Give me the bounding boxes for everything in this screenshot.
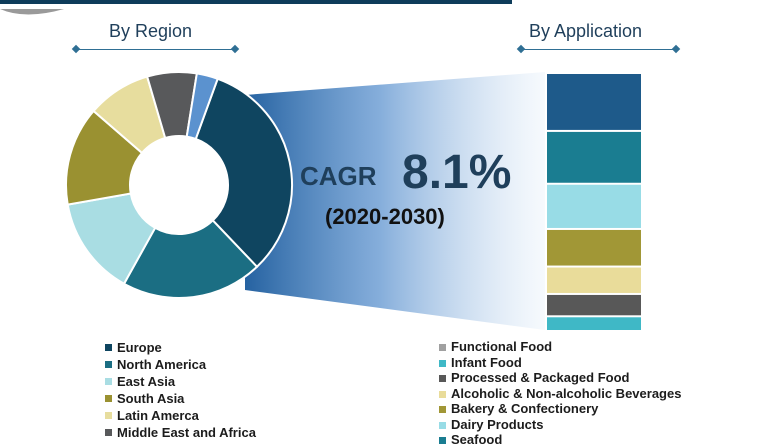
legend-swatch: [439, 437, 446, 444]
bar-segment-functional-food: [547, 317, 641, 330]
legend-swatch: [105, 429, 112, 436]
legend-swatch: [105, 361, 112, 368]
donut-slice-north-america: [122, 219, 259, 299]
legend-label: Infant Food: [451, 354, 522, 370]
legend-swatch: [105, 395, 112, 402]
top-banner-curve: [0, 9, 64, 15]
bar-segment-dairy-products: [547, 131, 641, 183]
legend-label: Bakery & Confectionery: [451, 401, 599, 416]
bar-segment-bakery-confectionery: [547, 184, 641, 228]
legend-label: Europe: [117, 340, 162, 355]
legend-swatch: [439, 359, 446, 367]
header-by-region: By Region: [109, 21, 193, 41]
legend-swatch: [439, 421, 446, 429]
legend-label: South Asia: [117, 391, 185, 406]
legend-label: Dairy Products: [451, 416, 544, 432]
header-rule-region: [76, 49, 236, 50]
application-stacked-bar: [547, 74, 641, 330]
bar-segment-processed-packaged-food: [547, 267, 641, 293]
legend-label: Functional Food: [451, 339, 553, 354]
legend-swatch: [439, 344, 446, 351]
legend-swatch: [439, 390, 446, 398]
header-by-application: By Application: [529, 21, 643, 41]
legend-label: Latin Amerca: [117, 408, 199, 423]
bar-segment-seafood: [547, 74, 641, 130]
top-banner-bar: [0, 0, 512, 4]
bar-segment-infant-food: [547, 294, 641, 316]
header-rule-application: [521, 49, 677, 50]
cagr-label: CAGR: [300, 161, 377, 191]
legend-swatch: [105, 378, 112, 385]
donut-slice-oceania: [185, 72, 219, 141]
legend-label: Alcoholic & Non-alcoholic Beverages: [451, 385, 682, 401]
legend-label: Middle East and Africa: [117, 425, 256, 440]
legend-swatch: [105, 344, 112, 351]
cagr-period: (2020-2030): [325, 204, 445, 229]
legend-label: North America: [117, 357, 207, 372]
legend-swatch: [439, 375, 446, 382]
donut-slice-europe: [194, 77, 293, 269]
region-donut-chart: [65, 71, 293, 299]
legend-swatch: [439, 406, 446, 413]
cagr-beam: [245, 72, 545, 330]
bar-segment-alcoholic-non-alcoholic-beverages: [547, 229, 641, 266]
cagr-value: 8.1%: [402, 146, 511, 199]
legend-swatch: [105, 412, 112, 419]
legend-label: Processed & Packaged Food: [451, 370, 630, 385]
legend-label: East Asia: [117, 374, 176, 389]
